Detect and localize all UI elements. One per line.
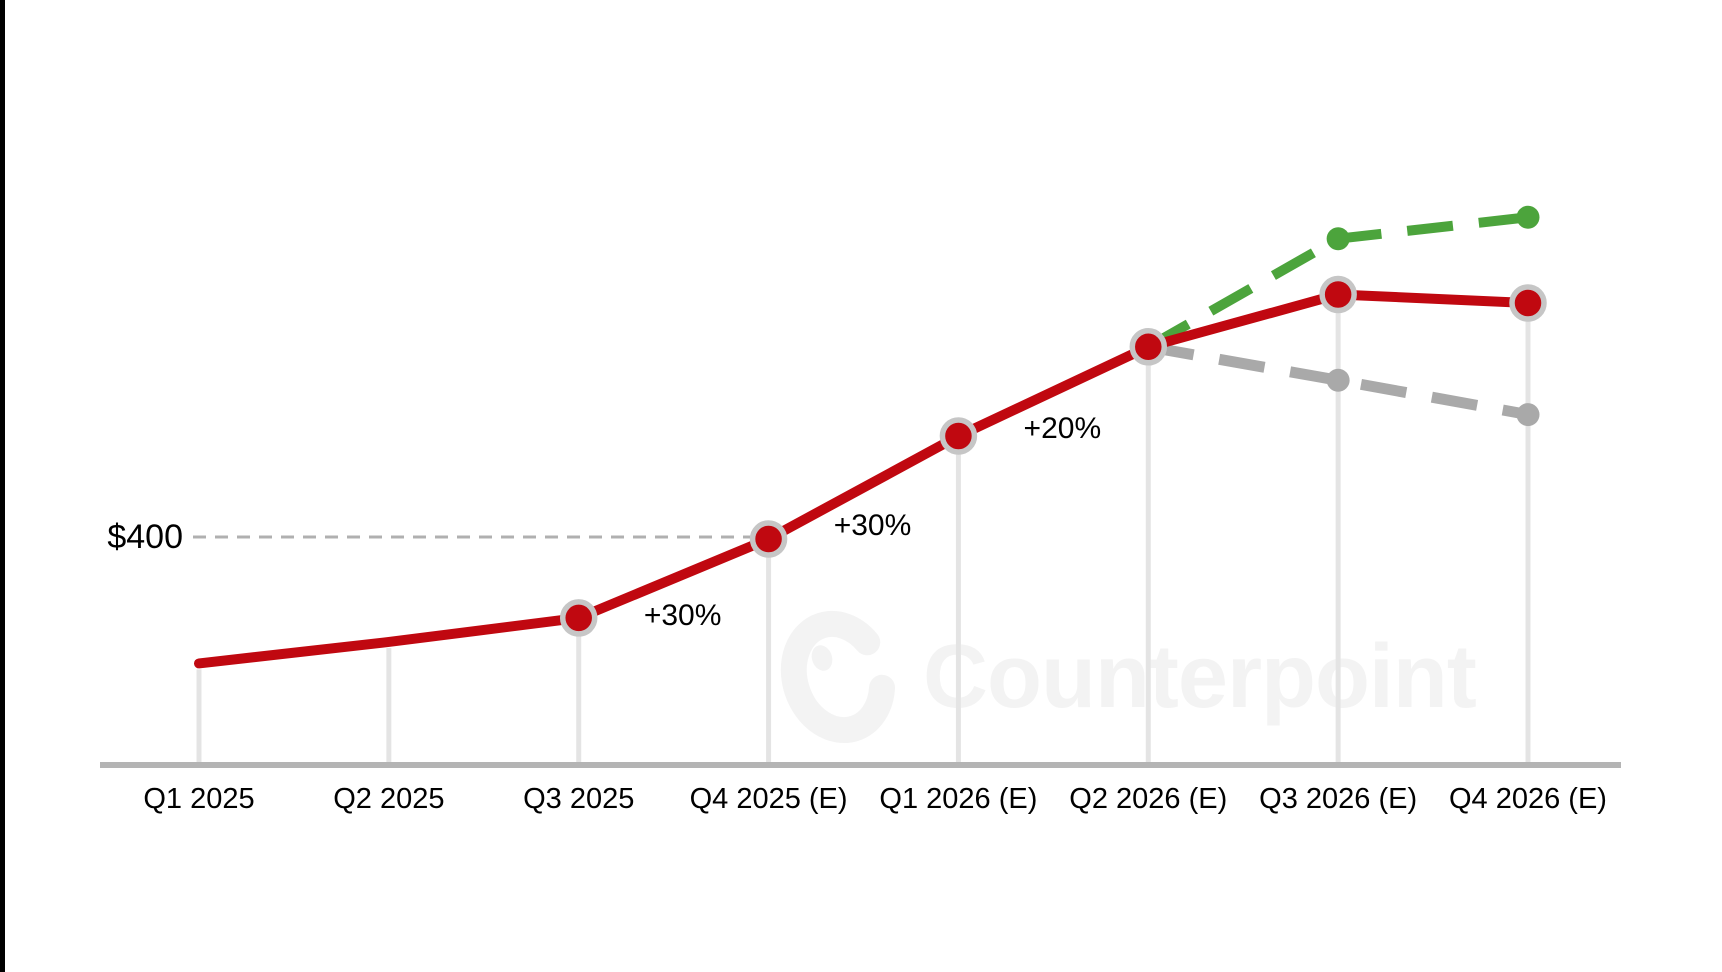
counterpoint-watermark: Counterpoint [779,608,1477,746]
data-point-marker [1516,205,1540,229]
data-point-marker [559,599,598,637]
data-point-marker [1319,275,1357,314]
series-red-solid-line [194,289,1533,669]
watermark-text: Counterpoint [923,627,1477,727]
data-point-marker [1516,403,1540,427]
data-point-marker [1326,368,1350,392]
data-point-marker [1509,284,1547,322]
series-gray-dashed-line [1147,341,1529,421]
data-point-marker [749,520,788,558]
data-point-marker [1326,227,1350,251]
counterpoint-c-logo-icon [780,610,896,744]
y-reference-label: $400 [107,518,183,556]
screen-left-black-edge [0,0,5,972]
data-point-marker [1129,328,1168,366]
data-point-marker [939,417,978,455]
